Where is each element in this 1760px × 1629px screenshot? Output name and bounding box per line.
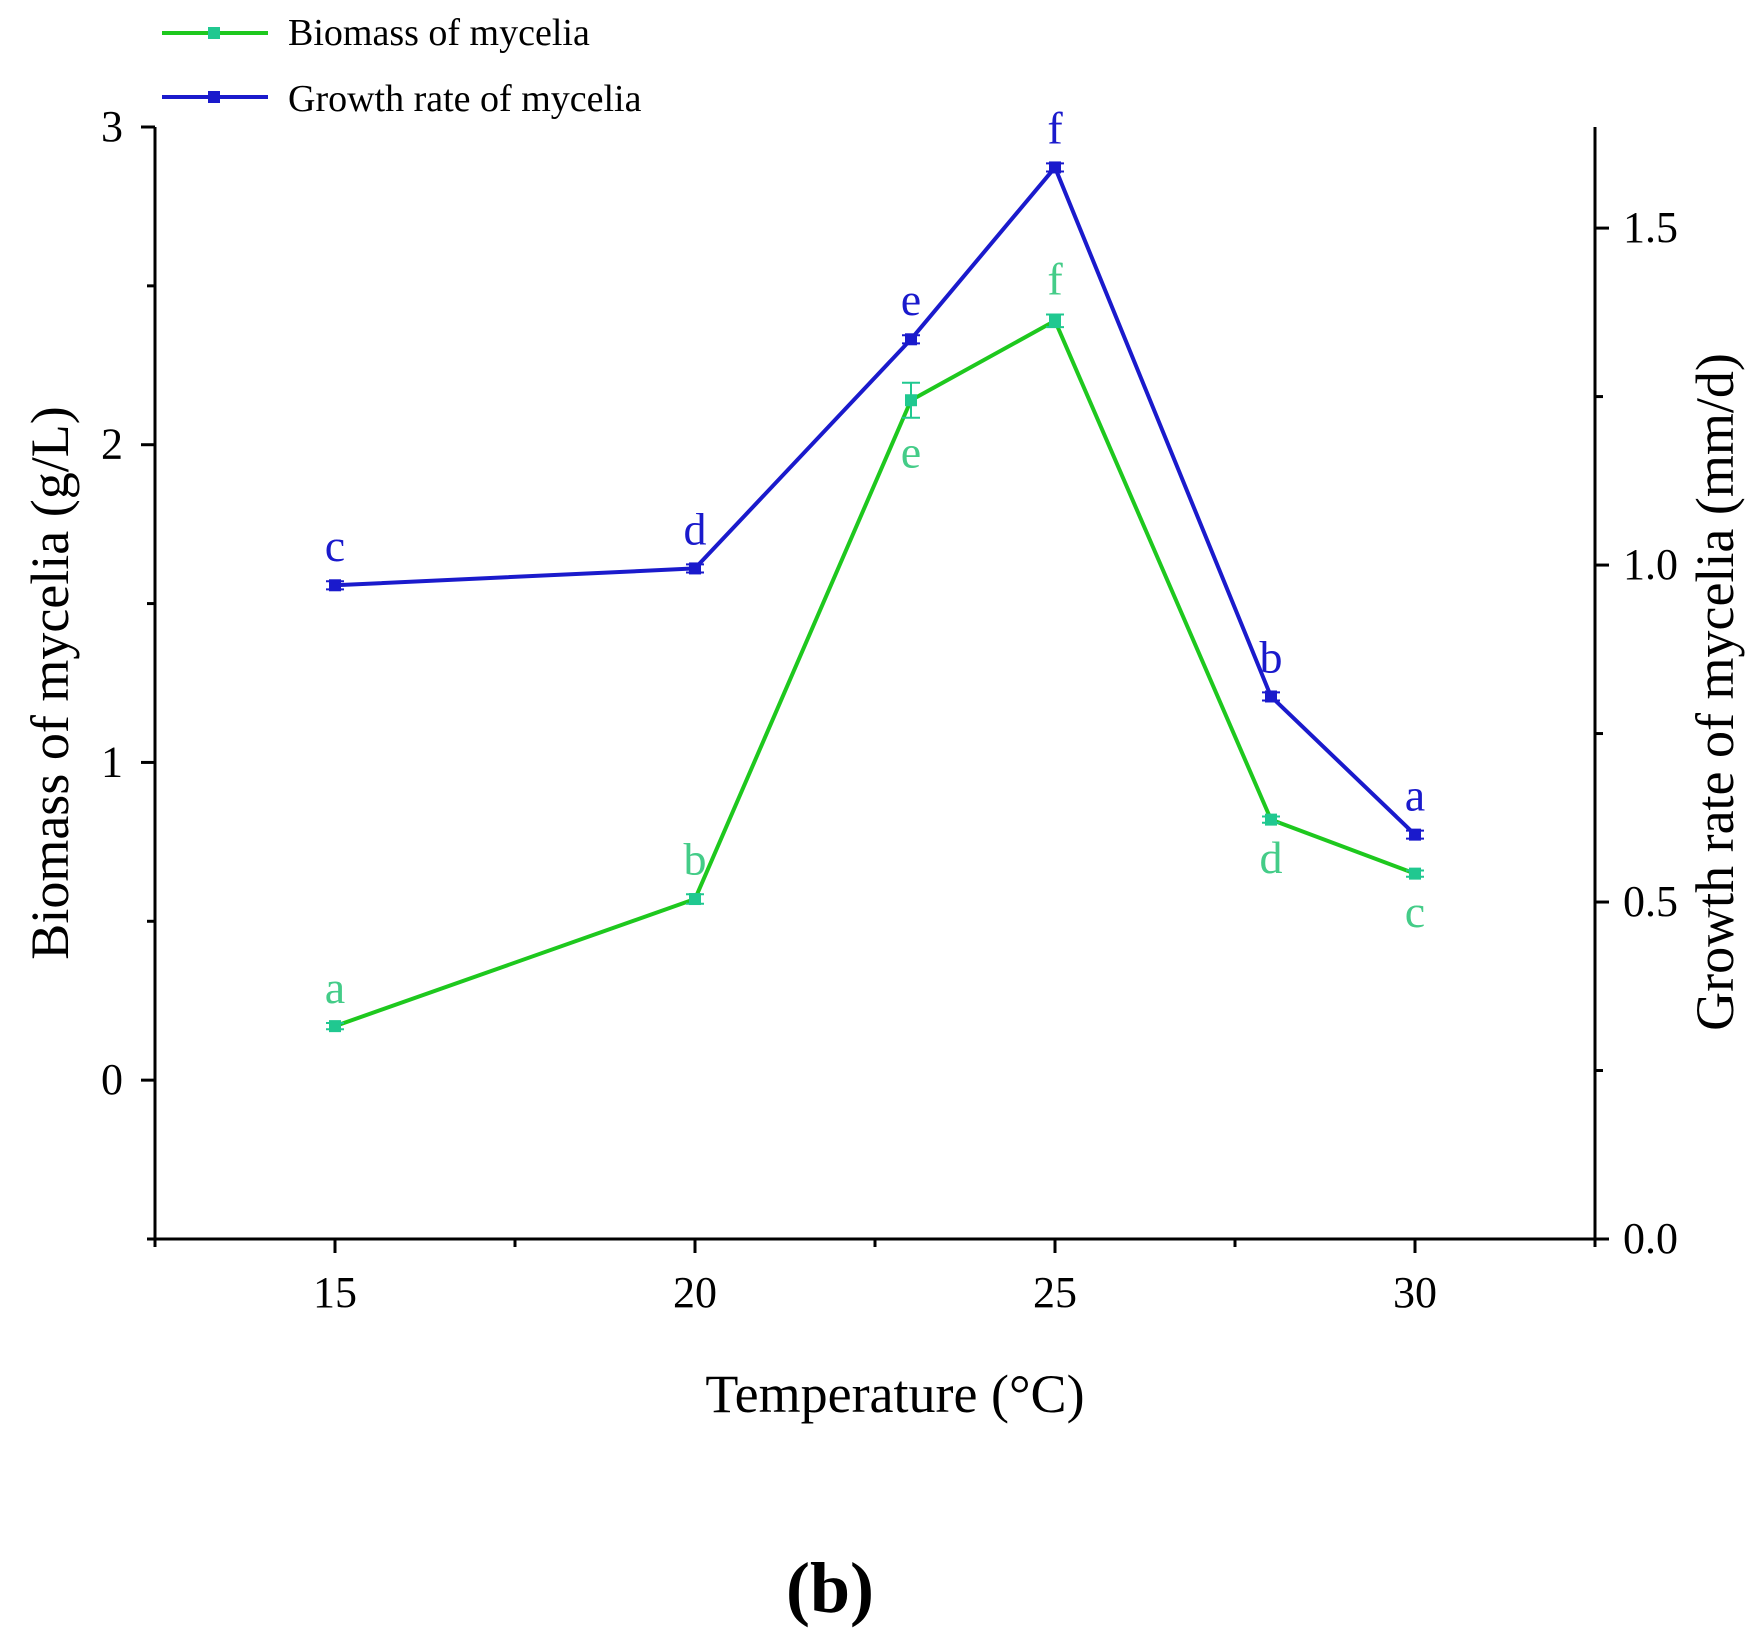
legend-marker-biomass xyxy=(208,27,220,39)
series-1: c d e f b a xyxy=(325,102,1425,841)
y2-tick-label-0.5: 0.5 xyxy=(1623,877,1678,926)
legend-label-biomass: Biomass of mycelia xyxy=(288,12,590,54)
legend-label-growth-rate: Growth rate of mycelia xyxy=(288,78,642,120)
data-point xyxy=(1265,690,1277,703)
series-layer: a b e f d c c d e f b a xyxy=(325,102,1425,1033)
significance-letter: c xyxy=(325,520,345,571)
significance-letter: b xyxy=(1260,631,1283,682)
y-tick-label-2: 2 xyxy=(101,420,123,469)
y-tick-label-3: 3 xyxy=(101,102,123,151)
data-point xyxy=(329,1020,341,1033)
significance-letter: e xyxy=(901,427,921,478)
y2-tick-label-1.5: 1.5 xyxy=(1623,203,1678,252)
series-0: a b e f d c xyxy=(325,253,1425,1033)
data-point xyxy=(905,333,917,346)
series-line-0 xyxy=(334,318,1416,1029)
significance-letter: c xyxy=(1405,886,1425,937)
data-point xyxy=(1049,161,1061,174)
data-point xyxy=(1049,314,1061,327)
y-tick-label-1: 1 xyxy=(101,737,123,786)
data-point xyxy=(1409,867,1421,880)
significance-letter: a xyxy=(325,962,345,1013)
x-axis-ticks: 15 20 25 30 xyxy=(153,1239,1597,1317)
data-point xyxy=(905,394,917,407)
axes xyxy=(153,127,1597,1241)
x-tick-label-15: 15 xyxy=(313,1268,357,1317)
data-point xyxy=(1409,828,1421,841)
data-point xyxy=(689,562,701,575)
y2-tick-label-0: 0.0 xyxy=(1623,1214,1678,1263)
y2-axis-title: Growth rate of mycelia (mm/d) xyxy=(1685,353,1745,1031)
data-point xyxy=(329,579,341,592)
significance-letter: d xyxy=(684,503,707,554)
significance-letter: f xyxy=(1047,102,1063,153)
significance-letter: a xyxy=(1405,770,1425,821)
legend-marker-growth-rate xyxy=(208,91,220,103)
panel-label: (b) xyxy=(786,1548,874,1628)
significance-letter: b xyxy=(684,833,707,884)
legend-item-growth-rate: Growth rate of mycelia xyxy=(162,78,642,120)
legend-item-biomass: Biomass of mycelia xyxy=(162,12,590,54)
significance-letter: f xyxy=(1047,253,1063,304)
data-point xyxy=(1265,813,1277,826)
x-axis-title: Temperature (°C) xyxy=(705,1364,1084,1424)
series-line-1 xyxy=(334,165,1417,837)
legend: Biomass of mycelia Growth rate of myceli… xyxy=(162,12,642,120)
significance-letter: d xyxy=(1260,832,1283,883)
y-axis-ticks: 0 1 2 3 xyxy=(101,102,155,1241)
x-tick-label-30: 30 xyxy=(1393,1268,1437,1317)
x-tick-label-25: 25 xyxy=(1033,1268,1077,1317)
data-point xyxy=(689,893,701,906)
significance-letter: e xyxy=(901,274,921,325)
x-tick-label-20: 20 xyxy=(673,1268,717,1317)
y2-axis-ticks: 0.0 0.5 1.0 1.5 xyxy=(1595,203,1678,1263)
y2-tick-label-1: 1.0 xyxy=(1623,540,1678,589)
y-tick-label-0: 0 xyxy=(101,1055,123,1104)
y-axis-title: Biomass of mycelia (g/L) xyxy=(20,406,80,959)
